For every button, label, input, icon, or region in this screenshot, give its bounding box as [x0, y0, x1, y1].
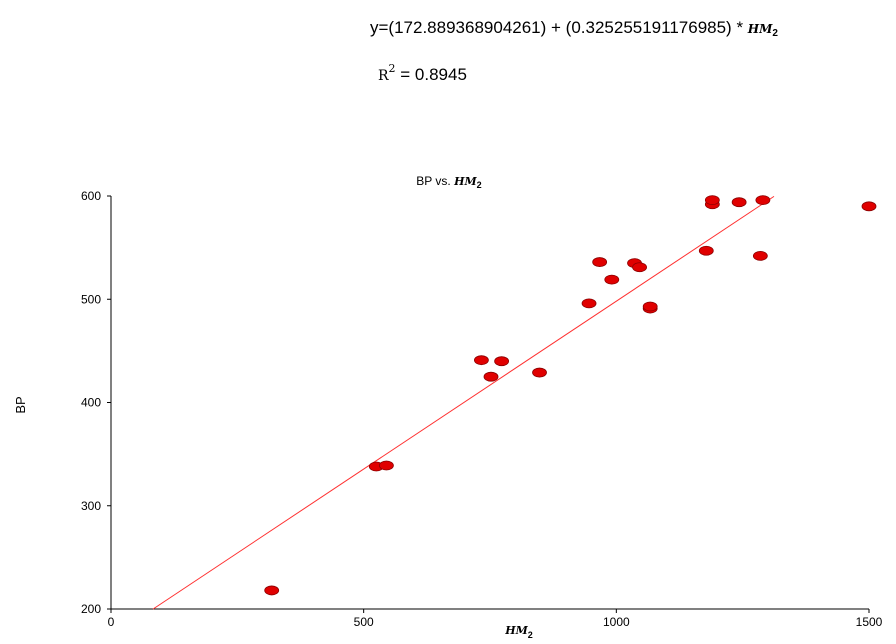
data-point — [379, 460, 394, 471]
x-tick-label: 1000 — [603, 615, 630, 629]
data-point — [752, 250, 768, 261]
r-squared-equals: = — [395, 65, 415, 84]
y-tick-label: 400 — [81, 396, 101, 410]
data-point — [861, 201, 877, 212]
data-point — [704, 195, 720, 206]
data-point — [642, 301, 658, 312]
data-point — [581, 298, 597, 309]
data-point — [532, 367, 547, 378]
y-tick-label: 200 — [81, 602, 101, 616]
fit-line — [152, 195, 775, 610]
r-squared-superscript: 2 — [388, 62, 396, 75]
data-points — [264, 195, 877, 596]
x-tick-label: 500 — [354, 615, 374, 629]
equation-variable-subscript: 2 — [772, 28, 778, 39]
data-point — [731, 197, 747, 208]
chart-title-variable: HM — [453, 175, 477, 188]
x-tick-label: 1500 — [856, 615, 883, 629]
equation-variable: HM — [747, 22, 773, 36]
r-squared: R2 = 0.8945 — [378, 62, 467, 85]
y-tick-label: 300 — [81, 499, 101, 513]
data-point — [483, 371, 499, 382]
x-ticks: 0 500 1000 1500 — [108, 609, 883, 629]
y-ticks: 200 300 400 500 600 — [81, 189, 111, 616]
x-axis-label: HM2 — [504, 624, 533, 640]
x-axis-label-subscript: 2 — [528, 630, 533, 640]
r-squared-value: 0.8945 — [414, 65, 467, 84]
data-point — [592, 257, 608, 267]
data-point — [698, 245, 714, 256]
y-tick-label: 500 — [81, 292, 101, 306]
data-point — [755, 195, 771, 206]
data-point — [604, 274, 620, 285]
equation-prefix: y=(172.889368904261) + (0.32525519117698… — [370, 18, 748, 37]
chart-title-prefix: BP vs. — [416, 174, 454, 188]
x-axis-label-variable: HM — [504, 624, 528, 637]
chart-title-subscript: 2 — [477, 180, 482, 190]
data-point — [494, 356, 510, 367]
data-point — [264, 585, 280, 596]
chart-title: BP vs. HM2 — [416, 174, 481, 190]
data-point — [632, 262, 647, 273]
r-squared-symbol: R — [378, 68, 389, 84]
x-tick-label: 0 — [108, 615, 115, 629]
y-axis-label: BP — [13, 396, 28, 413]
svg-text:BP vs. HM2: BP vs. HM2 — [416, 174, 481, 190]
data-point — [474, 355, 489, 366]
y-tick-label: 600 — [81, 189, 101, 203]
regression-equation: y=(172.889368904261) + (0.32525519117698… — [370, 18, 778, 39]
